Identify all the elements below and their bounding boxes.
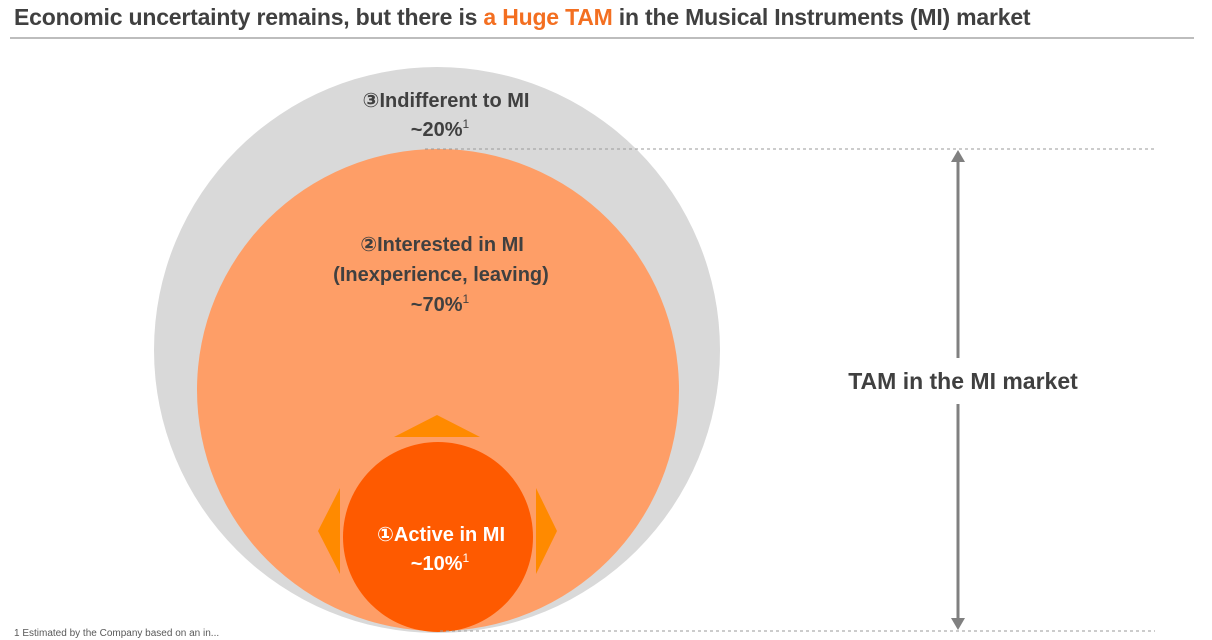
title-prefix: Economic uncertainty remains, but there … [14, 4, 484, 30]
active-circle [343, 442, 533, 632]
active-value-text: ~10%1 [411, 551, 470, 575]
title-divider [10, 37, 1194, 39]
interested-value: ~70% [411, 294, 463, 316]
interested-value-text: ~70%1 [411, 292, 470, 316]
interested-sublabel: (Inexperience, leaving) [333, 264, 549, 286]
arrow-up-icon [394, 415, 480, 437]
active-footnote-mark: 1 [463, 551, 470, 565]
page-title: Economic uncertainty remains, but there … [14, 4, 1031, 31]
active-label: ①Active in MI [377, 524, 505, 546]
tam-label: TAM in the MI market [848, 368, 1078, 394]
indifferent-label: ③Indifferent to MI [363, 90, 530, 112]
arrow-left-icon [318, 488, 340, 574]
tam-arrow-up-icon [951, 150, 965, 162]
active-value: ~10% [411, 553, 463, 575]
footnote: 1 Estimated by the Company based on an i… [14, 628, 220, 639]
interested-footnote-mark: 1 [463, 292, 470, 306]
arrow-right-icon [536, 488, 557, 574]
interested-circle [197, 149, 679, 631]
tam-arrow-down-icon [951, 618, 965, 630]
indifferent-footnote-mark: 1 [463, 117, 470, 131]
title-suffix: in the Musical Instruments (MI) market [612, 4, 1031, 30]
indifferent-value: ~20% [411, 119, 463, 141]
indifferent-value-text: ~20%1 [411, 117, 470, 141]
title-highlight: a Huge TAM [483, 4, 613, 30]
interested-label: ②Interested in MI [360, 234, 524, 256]
